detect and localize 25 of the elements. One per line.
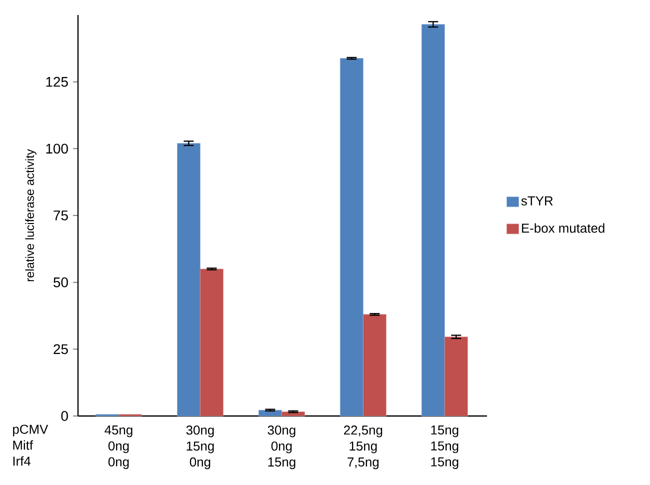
text: Irf4 [13,456,31,466]
y-axis-title: relative luciferase activity [25,149,36,282]
bar [281,412,305,416]
text: pCMV [13,424,48,436]
legend-label: E-box mutated [522,223,604,233]
legend-label: sTYR [521,196,553,206]
bar [340,58,364,416]
text: Mitf [13,440,34,450]
y-tick-label: 50 [54,277,68,288]
bar [444,336,468,416]
x-tick-label: 30ng 15ng 0ng [186,426,214,470]
x-tick-label: 22,5ng 15ng 7,5ng [344,426,382,470]
y-tick-label: 25 [54,344,68,354]
x-tick-label: 45ng 0ng 0ng [104,426,132,469]
bar [200,268,224,416]
bar [258,410,282,416]
bar [421,24,445,416]
y-tick-label: 0 [61,411,68,421]
x-tick-label: 30ng 0ng 15ng [268,426,296,470]
bar [177,143,200,416]
y-tick-label: 75 [54,210,68,220]
x-tick-label: 15ng 15ng 15ng [431,426,458,469]
y-tick-label: 125 [46,76,68,87]
y-tick-label: 100 [46,144,68,154]
bar [362,314,386,416]
